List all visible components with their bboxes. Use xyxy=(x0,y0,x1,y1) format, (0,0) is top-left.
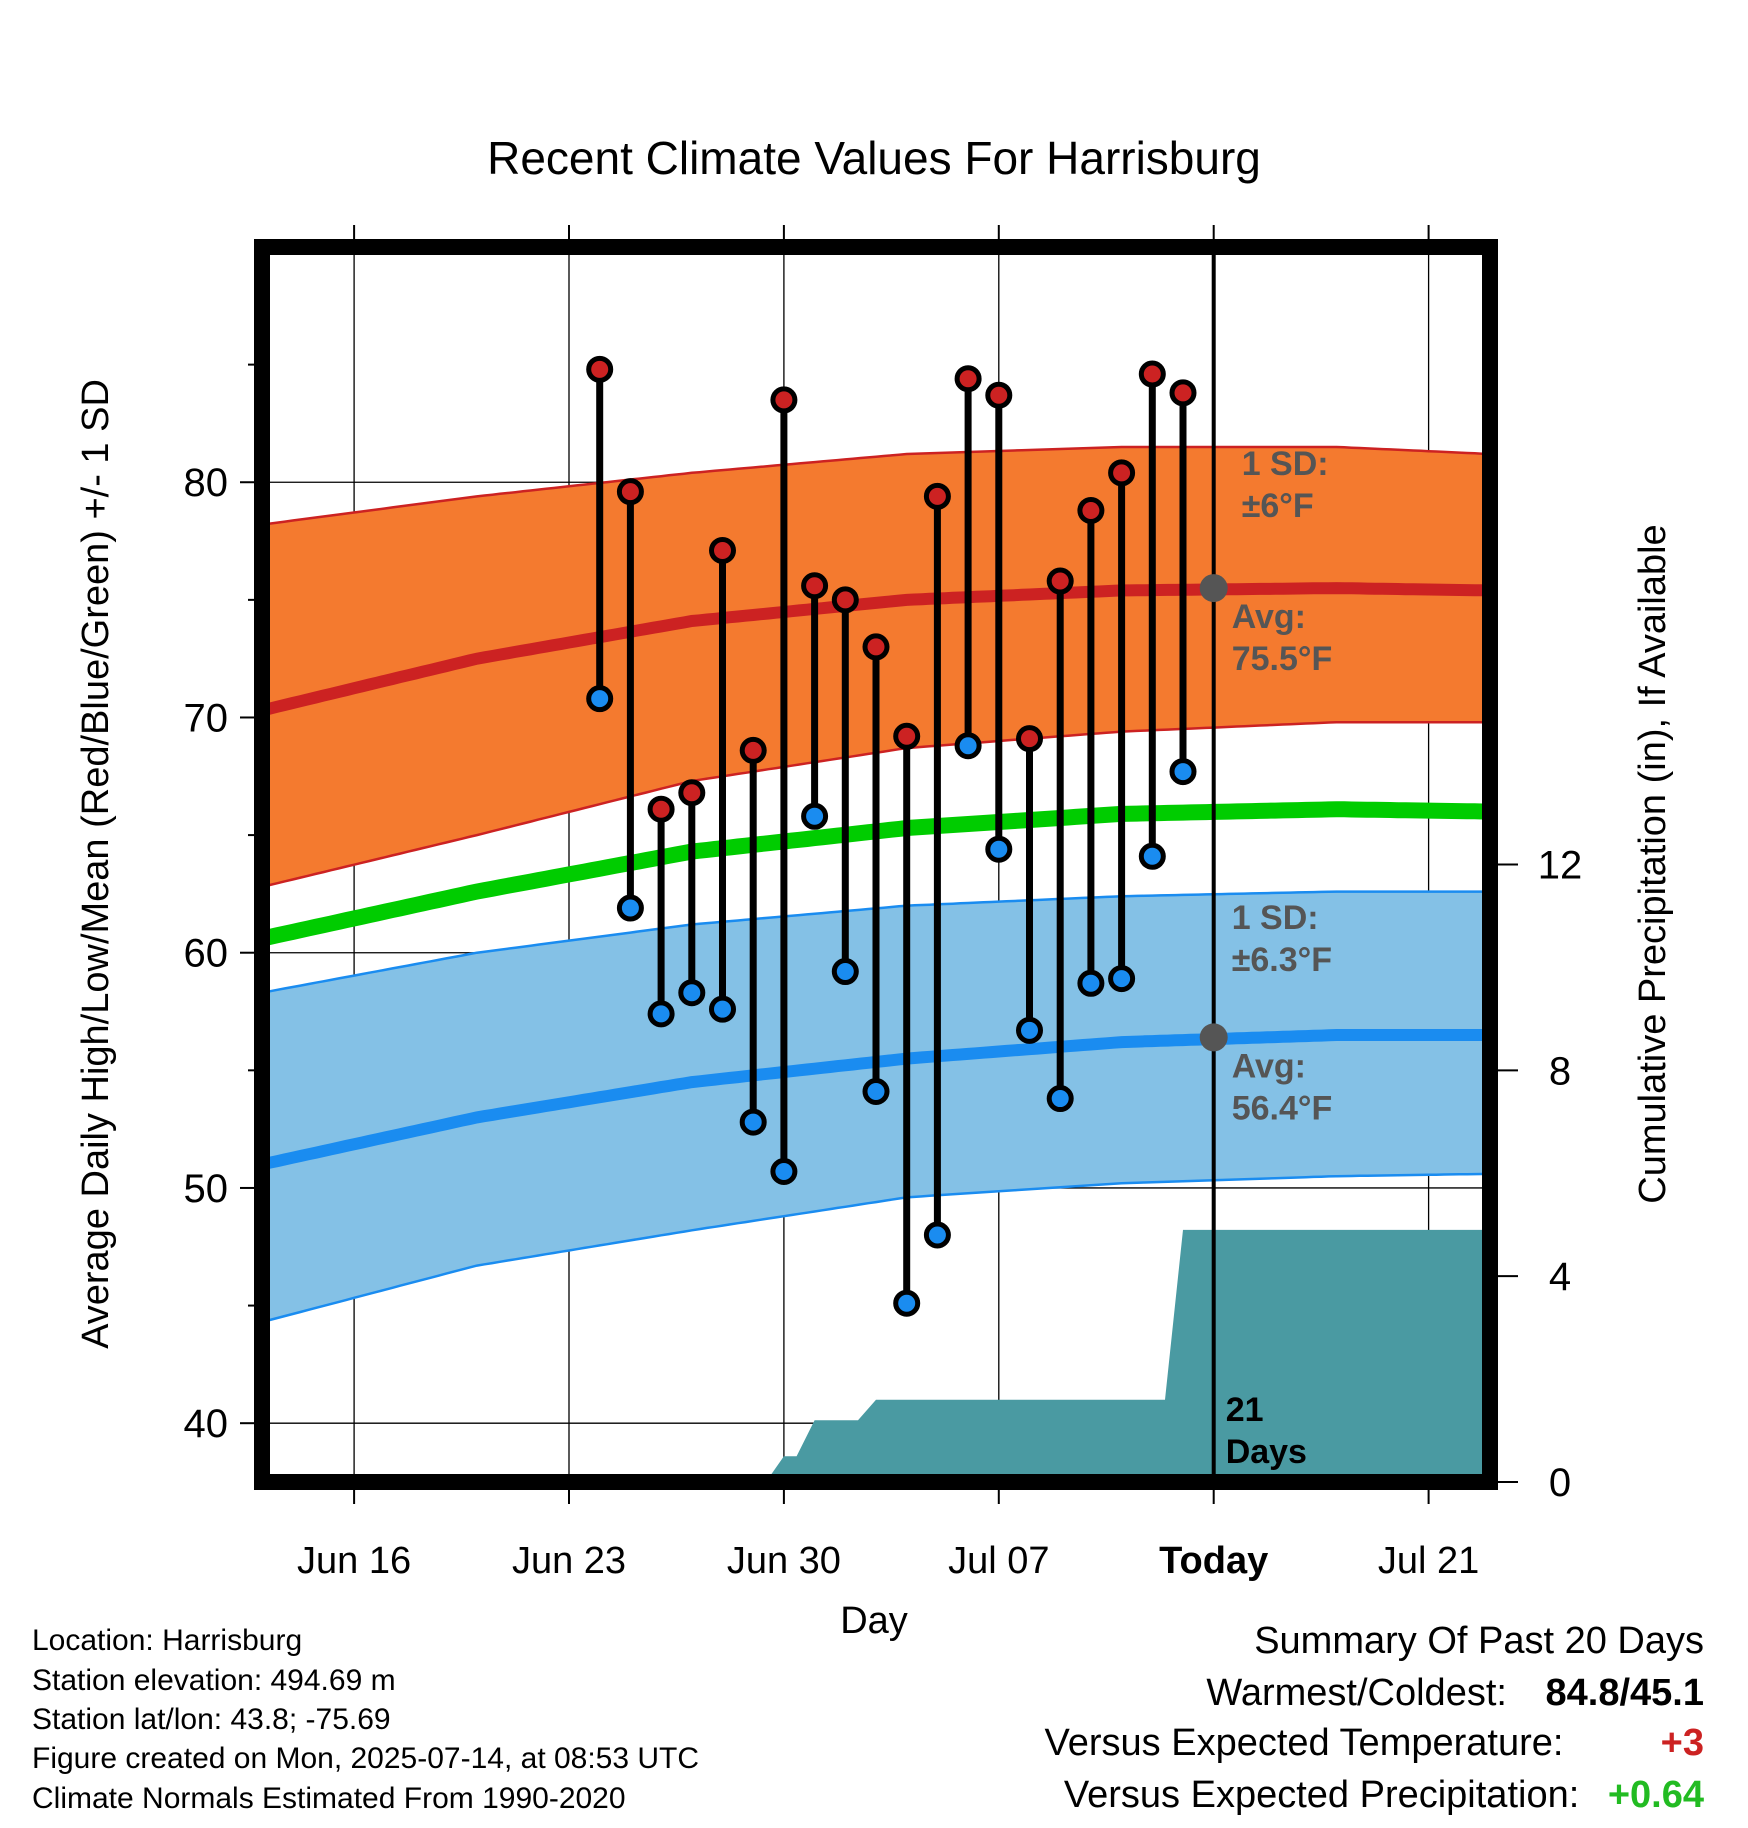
footer-elevation: Station elevation: 494.69 m xyxy=(32,1664,396,1697)
summary-precip-value: +0.64 xyxy=(1607,1774,1704,1816)
summary-temp-label: Versus Expected Temperature: xyxy=(1044,1722,1564,1764)
high-avg-annotation: 75.5°F xyxy=(1232,640,1333,678)
x-axis-label: Day xyxy=(840,1600,908,1642)
daily-high-marker xyxy=(586,355,614,383)
daily-high-marker xyxy=(923,482,951,510)
footer-normals: Climate Normals Estimated From 1990-2020 xyxy=(32,1782,626,1815)
low-avg-today-marker xyxy=(1199,1023,1228,1052)
precip-area xyxy=(753,1229,1490,1482)
y-tick-label: 40 xyxy=(184,1402,229,1446)
daily-low-marker xyxy=(739,1108,767,1136)
daily-high-marker xyxy=(770,386,798,414)
daily-low-marker xyxy=(985,835,1013,863)
y2-axis-label: Cumulative Precipitation (in), If Availa… xyxy=(1632,524,1674,1203)
low-sd-band xyxy=(262,891,1490,1322)
summary-precip: Versus Expected Precipitation: +0.64 xyxy=(1064,1774,1704,1817)
daily-high-marker xyxy=(1016,725,1043,753)
daily-high-marker xyxy=(616,478,644,506)
axes: Jun 16 Jun 23 Jun 30 Jul 07 Today Jul 2140506… xyxy=(184,225,1583,1582)
low-sd-lower-line xyxy=(262,1172,1490,1324)
y-tick-label: 80 xyxy=(184,461,229,505)
high-avg-today-marker xyxy=(1199,574,1228,603)
daily-high-marker xyxy=(1169,379,1197,407)
high-mean-line xyxy=(262,582,1490,717)
x-tick-label: Jun 30 xyxy=(727,1540,841,1582)
daily-low-marker xyxy=(801,802,829,830)
days-annotation: Days xyxy=(1226,1433,1307,1471)
daily-high-marker xyxy=(647,795,675,823)
daily-low-marker xyxy=(1138,842,1166,870)
summary-title: Summary Of Past 20 Days xyxy=(1254,1620,1704,1662)
daily-high-marker xyxy=(831,586,859,614)
daily-high-marker xyxy=(1046,567,1074,595)
summary-warm-cold: Warmest/Coldest: 84.8/45.1 xyxy=(1206,1672,1704,1715)
x-tick-label: Jun 23 xyxy=(512,1540,626,1582)
daily-low-marker xyxy=(1016,1016,1043,1044)
daily-low-marker xyxy=(1046,1085,1074,1113)
low-avg-annotation: Avg: xyxy=(1232,1047,1306,1085)
daily-high-marker xyxy=(1108,459,1136,487)
daily-low-marker xyxy=(616,894,644,922)
low-sd-annotation: ±6.3°F xyxy=(1232,941,1332,979)
daily-high-marker xyxy=(739,736,767,764)
footer-location: Location: Harrisburg xyxy=(32,1624,303,1657)
summary-temp: Versus Expected Temperature: +3 xyxy=(1045,1722,1704,1765)
chart-title: Recent Climate Values For Harrisburg xyxy=(487,132,1261,184)
days-annotation: 21 xyxy=(1226,1391,1264,1429)
x-tick-label: Jul 07 xyxy=(948,1540,1049,1582)
footer-created: Figure created on Mon, 2025-07-14, at 08… xyxy=(32,1742,700,1775)
high-avg-annotation: Avg: xyxy=(1232,598,1306,636)
x-tick-label: Jul 21 xyxy=(1378,1540,1479,1582)
daily-high-marker xyxy=(801,572,829,600)
footer-latlon: Station lat/lon: 43.8; -75.69 xyxy=(32,1703,391,1736)
summary-warm-cold-value: 84.8/45.1 xyxy=(1545,1672,1704,1714)
daily-low-marker xyxy=(893,1289,921,1317)
plot-area xyxy=(262,247,1490,1482)
daily-low-marker xyxy=(1108,965,1136,993)
x-tick-label: Jun 16 xyxy=(297,1540,411,1582)
daily-high-marker xyxy=(893,722,921,750)
low-avg-annotation: 56.4°F xyxy=(1232,1089,1333,1127)
daily-low-marker xyxy=(647,1000,675,1028)
daily-low-marker xyxy=(678,979,706,1007)
plot-frame xyxy=(254,239,1498,1490)
y2-tick-label: 4 xyxy=(1549,1255,1571,1299)
daily-low-marker xyxy=(770,1157,798,1185)
summary-precip-label: Versus Expected Precipitation: xyxy=(1063,1774,1580,1816)
high-sd-annotation: ±6°F xyxy=(1242,487,1314,525)
daily-low-marker xyxy=(709,995,736,1023)
daily-high-marker xyxy=(862,633,890,661)
daily-low-marker xyxy=(1169,758,1197,786)
y2-tick-label: 0 xyxy=(1549,1461,1571,1505)
daily-high-marker xyxy=(985,381,1013,409)
daily-low-marker xyxy=(1077,969,1105,997)
y2-tick-label: 8 xyxy=(1549,1049,1571,1093)
y-tick-label: 60 xyxy=(184,932,229,976)
low-sd-annotation: 1 SD: xyxy=(1232,899,1319,937)
summary-temp-value: +3 xyxy=(1660,1722,1704,1764)
plot-overlay: 1 SD: ±6°F Avg: 75.5°F 1 SD: ±6.3°F Avg: 56.4°F… xyxy=(586,355,1333,1471)
daily-low-marker xyxy=(831,958,859,986)
daily-high-marker xyxy=(1077,496,1105,524)
high-sd-upper-line xyxy=(262,445,1490,526)
daily-low-marker xyxy=(586,685,614,713)
daily-low-marker xyxy=(923,1221,951,1249)
daily-low-marker xyxy=(862,1078,890,1106)
x-tick-label: Today xyxy=(1159,1540,1268,1582)
summary-warm-cold-label: Warmest/Coldest: xyxy=(1206,1672,1507,1714)
daily-high-marker xyxy=(954,365,982,393)
daily-high-marker xyxy=(678,779,706,807)
daily-high-marker xyxy=(709,536,736,564)
daily-high-marker xyxy=(1138,360,1166,388)
daily-low-marker xyxy=(954,732,982,760)
y-tick-label: 50 xyxy=(184,1167,229,1211)
y-axis-label: Average Daily High/Low/Mean (Red/Blue/Gr… xyxy=(75,379,117,1349)
y-tick-label: 70 xyxy=(184,696,229,740)
y2-tick-label: 12 xyxy=(1538,844,1583,888)
high-sd-annotation: 1 SD: xyxy=(1242,445,1329,483)
